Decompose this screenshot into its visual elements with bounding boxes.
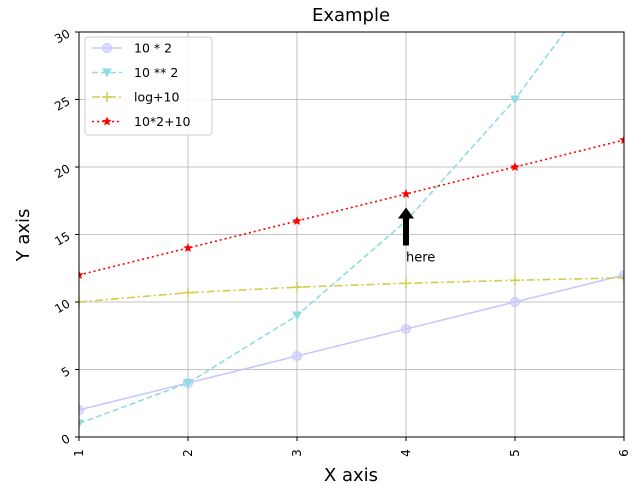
marker xyxy=(292,282,302,293)
y-tick-label: 15 xyxy=(52,229,72,249)
legend-label: log+10 xyxy=(134,90,179,105)
series-line xyxy=(79,32,566,425)
y-tick-label: 30 xyxy=(52,26,72,46)
legend-box xyxy=(84,36,213,136)
marker xyxy=(183,243,193,253)
marker xyxy=(510,297,520,307)
legend: 10 * 2 10 ** 2 log+10 10*2+10 xyxy=(84,36,213,136)
y-tick-label: 5 xyxy=(59,364,73,380)
series-line xyxy=(79,277,624,303)
marker xyxy=(183,287,193,298)
x-tick-label: 1 xyxy=(72,449,86,457)
plot-area xyxy=(79,32,624,429)
series-line xyxy=(79,139,624,276)
marker xyxy=(619,135,624,145)
marker xyxy=(102,92,112,102)
series-line xyxy=(79,274,624,411)
y-tick-label: 25 xyxy=(52,94,72,114)
x-axis-label: X axis xyxy=(324,465,378,486)
legend-label: 10 ** 2 xyxy=(134,65,178,80)
marker xyxy=(183,379,193,388)
marker xyxy=(401,324,411,334)
marker xyxy=(102,116,112,126)
legend-label: 10*2+10 xyxy=(134,114,191,129)
y-tick-label: 0 xyxy=(59,431,73,447)
x-tick-label: 4 xyxy=(399,449,413,457)
x-tick-label: 2 xyxy=(181,449,195,457)
x-tick-label: 6 xyxy=(617,449,631,457)
ticks: 1 2 3 4 5 6 0 5 10 15 20 25 30 xyxy=(52,26,631,456)
marker xyxy=(102,43,112,53)
marker xyxy=(79,297,84,307)
annotation: here xyxy=(398,207,435,266)
marker xyxy=(102,68,112,78)
x-tick-label: 5 xyxy=(508,449,522,457)
marker xyxy=(401,278,411,289)
y-axis-label: Y axis xyxy=(13,209,34,263)
marker xyxy=(401,189,411,199)
y-tick-label: 20 xyxy=(52,161,72,181)
chart-title: Example xyxy=(312,5,390,26)
y-tick-label: 10 xyxy=(52,296,72,316)
marker xyxy=(292,311,302,321)
marker xyxy=(79,419,84,429)
marker xyxy=(510,275,520,286)
marker xyxy=(79,405,84,415)
marker xyxy=(510,95,520,105)
annotation-text: here xyxy=(406,251,435,266)
marker xyxy=(292,216,302,226)
marker xyxy=(510,162,520,172)
marker xyxy=(619,272,624,283)
x-tick-label: 3 xyxy=(290,449,304,457)
marker xyxy=(79,270,84,280)
legend-label: 10 * 2 xyxy=(134,41,172,56)
annotation-arrow xyxy=(398,207,414,246)
marker xyxy=(292,351,302,361)
